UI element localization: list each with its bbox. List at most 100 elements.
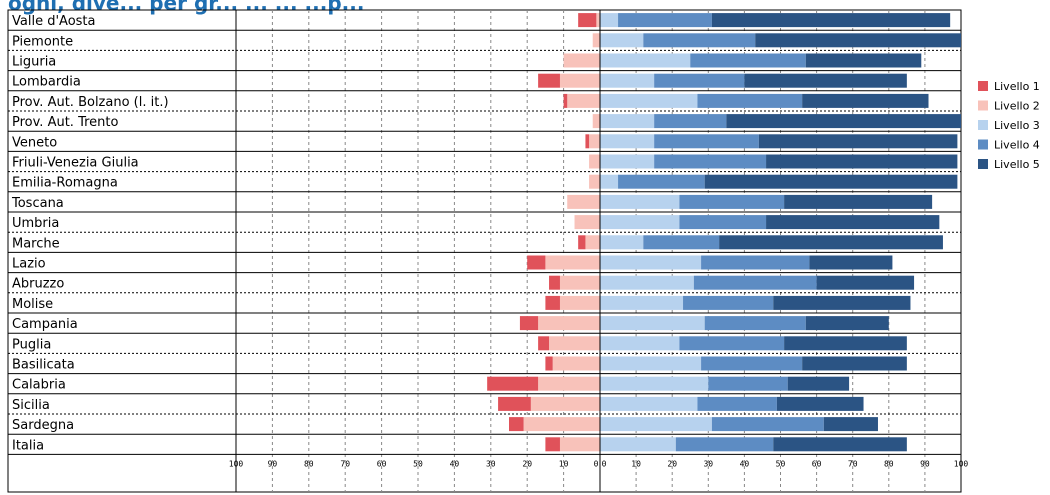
category-label: Sardegna: [12, 418, 74, 433]
bar-livello-1: [498, 396, 531, 411]
bar-livello-4: [679, 336, 785, 351]
category-label: Emilia-Romagna: [12, 176, 118, 191]
bar-livello-3: [600, 336, 680, 351]
legend-swatch: [978, 159, 988, 169]
bar-livello-1: [509, 417, 524, 432]
bar-livello-4: [679, 194, 785, 209]
bar-livello-2: [589, 154, 600, 169]
bar-livello-1: [549, 275, 560, 290]
category-label: Italia: [12, 438, 44, 453]
bar-livello-2: [563, 53, 600, 68]
bar-livello-1: [563, 93, 568, 108]
bar-livello-2: [559, 275, 600, 290]
bar-livello-4: [697, 93, 803, 108]
bar-livello-4: [683, 295, 774, 310]
bar-livello-5: [787, 376, 850, 391]
legend-swatch: [978, 81, 988, 91]
bar-livello-4: [618, 13, 712, 28]
legend-swatch: [978, 139, 988, 150]
bar-livello-2: [589, 174, 600, 189]
bar-livello-5: [784, 194, 933, 209]
bar-livello-5: [773, 295, 911, 310]
bar-livello-2: [523, 417, 600, 432]
bar-livello-2: [589, 134, 600, 149]
category-label: Molise: [12, 297, 53, 312]
bar-livello-3: [600, 417, 712, 432]
chart-title: ogni, dive... per gr... ... ... ...p...: [8, 0, 365, 15]
category-label: Prov. Aut. Trento: [12, 115, 118, 130]
bar-livello-5: [719, 235, 943, 250]
bar-livello-5: [805, 53, 922, 68]
bar-livello-3: [600, 275, 694, 290]
category-label: Calabria: [12, 378, 66, 393]
category-label: Friuli-Venezia Giulia: [12, 156, 139, 171]
bar-livello-4: [643, 33, 756, 48]
x-tick-label: 80: [304, 459, 314, 468]
bar-livello-5: [726, 114, 961, 129]
category-label: Umbria: [12, 216, 59, 231]
x-tick-label: 0: [602, 459, 607, 468]
x-tick-label: 60: [812, 459, 822, 468]
bar-livello-5: [758, 134, 958, 149]
bar-livello-3: [600, 194, 680, 209]
legend-label: Livello 1: [994, 80, 1040, 93]
bar-livello-3: [600, 295, 684, 310]
x-tick-label: 80: [884, 459, 894, 468]
x-tick-label: 100: [954, 459, 969, 468]
bar-livello-3: [600, 235, 644, 250]
bar-livello-5: [823, 417, 878, 432]
chart-frame: [7, 9, 962, 493]
bar-livello-3: [600, 316, 705, 331]
bar-livello-1: [538, 336, 550, 351]
bar-livello-5: [809, 255, 893, 270]
legend-label: Livello 2: [994, 100, 1040, 113]
bar-livello-1: [527, 255, 546, 270]
x-tick-label: 60: [377, 459, 387, 468]
bar-livello-4: [654, 134, 759, 149]
category-label: Valle d'Aosta: [12, 14, 95, 29]
category-label: Liguria: [12, 55, 56, 70]
bar-livello-4: [701, 255, 810, 270]
bar-livello-3: [600, 93, 698, 108]
bar-livello-1: [585, 134, 590, 149]
bar-livello-3: [600, 437, 676, 452]
bar-livello-2: [559, 437, 600, 452]
x-tick-label: 30: [486, 459, 496, 468]
x-tick-label: 70: [848, 459, 858, 468]
bar-livello-1: [578, 13, 597, 28]
category-label: Veneto: [12, 135, 57, 150]
x-tick-label: 90: [920, 459, 930, 468]
x-tick-label: 70: [340, 459, 350, 468]
x-tick-label: 0: [594, 459, 599, 468]
bar-livello-5: [773, 437, 907, 452]
bar-livello-4: [679, 215, 767, 230]
bar-livello-4: [693, 275, 817, 290]
x-tick-label: 10: [631, 459, 641, 468]
x-tick-label: 50: [776, 459, 786, 468]
bar-livello-2: [559, 73, 600, 88]
bar-livello-2: [538, 376, 600, 391]
bar-livello-1: [538, 73, 560, 88]
bar-livello-4: [704, 316, 806, 331]
bar-livello-2: [567, 93, 600, 108]
category-label: Prov. Aut. Bolzano (l. it.): [12, 95, 169, 110]
bar-livello-2: [549, 336, 600, 351]
bar-livello-3: [600, 13, 619, 28]
bar-livello-4: [654, 73, 745, 88]
x-tick-label: 50: [413, 459, 423, 468]
category-label: Sicilia: [12, 398, 50, 413]
bar-livello-4: [708, 376, 788, 391]
bar-livello-4: [643, 235, 720, 250]
bar-livello-1: [578, 235, 586, 250]
x-tick-label: 90: [268, 459, 278, 468]
legend-swatch: [978, 120, 988, 130]
category-label: Puglia: [12, 337, 51, 352]
bar-livello-5: [802, 93, 929, 108]
bar-livello-3: [600, 215, 680, 230]
bar-livello-3: [600, 154, 655, 169]
bar-livello-3: [600, 356, 702, 371]
bar-livello-3: [600, 255, 702, 270]
bar-livello-3: [600, 53, 691, 68]
bar-livello-3: [600, 134, 655, 149]
legend-label: Livello 4: [994, 139, 1040, 152]
